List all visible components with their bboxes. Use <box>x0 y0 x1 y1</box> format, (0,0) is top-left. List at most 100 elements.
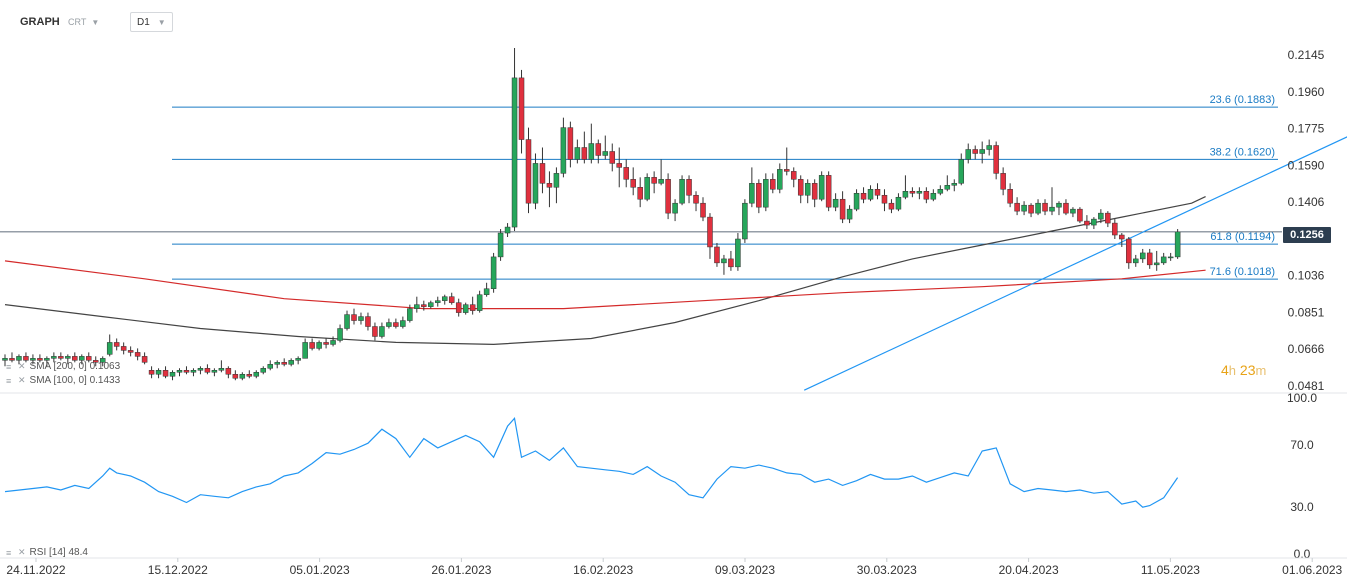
candle-down <box>1146 252 1153 266</box>
legend-sma200[interactable]: ≡ ✕ SMA [200, 0] 0.1063 <box>6 361 120 372</box>
candle-down <box>113 342 120 347</box>
legend-sma100[interactable]: ≡ ✕ SMA [100, 0] 0.1433 <box>6 375 120 386</box>
fibonacci-retracement: 23.6 (0.1883) 38.2 (0.1620) 61.8 (0.1194) 7… <box>0 94 1282 280</box>
countdown-hours: 4 <box>1221 362 1229 378</box>
candle-up <box>574 147 581 160</box>
candle-up <box>218 368 225 371</box>
countdown-minutes-unit: m <box>1255 363 1267 378</box>
date-tick-label: 15.12.2022 <box>148 563 208 577</box>
candle-down <box>637 187 643 200</box>
candle-down <box>1042 202 1048 212</box>
candle-up <box>916 191 923 194</box>
close-icon[interactable]: ✕ <box>18 375 26 385</box>
candle-down <box>365 316 371 327</box>
candle-down <box>1063 202 1069 214</box>
symbol-label[interactable]: GRAPH <box>20 16 60 28</box>
candle-down <box>651 177 657 184</box>
candle-up <box>295 358 301 361</box>
candle-down <box>825 175 832 208</box>
candle-down <box>700 202 706 218</box>
candle-down <box>23 356 29 361</box>
candle-down <box>204 368 211 373</box>
menu-icon[interactable]: ≡ <box>6 547 12 558</box>
candle-down <box>1105 212 1111 224</box>
candle-up <box>958 159 965 184</box>
candle-up <box>951 183 958 186</box>
candle-up <box>602 151 609 156</box>
candle-down <box>1028 204 1034 214</box>
trendline-layer <box>803 136 1347 391</box>
candle-down <box>92 360 99 363</box>
fib-level-label: 61.8 (0.1194) <box>1210 231 1275 243</box>
menu-icon[interactable]: ≡ <box>6 361 12 372</box>
candle-up <box>818 175 825 200</box>
candle-up <box>965 149 971 160</box>
date-tick-label: 30.03.2023 <box>857 563 917 577</box>
price-tick-label: 0.0851 <box>1288 305 1325 319</box>
countdown-hours-unit: h <box>1228 363 1237 378</box>
candle-down <box>162 370 169 377</box>
candle-down <box>183 370 190 373</box>
fib-level-label: 23.6 (0.1883) <box>1210 94 1275 106</box>
candle-down <box>888 202 895 210</box>
candle-down <box>225 368 232 375</box>
candle-down <box>784 169 790 172</box>
candle-down <box>72 356 78 361</box>
candle-down <box>623 167 629 180</box>
timeframe-selector[interactable]: D1 ▼ <box>130 12 173 32</box>
candle-up <box>853 192 860 210</box>
candle-up <box>169 372 176 377</box>
candle-down <box>1126 238 1132 264</box>
candle-down <box>546 183 553 188</box>
fib-level-label: 71.6 (0.1018) <box>1210 266 1275 278</box>
candle-down <box>811 183 818 200</box>
date-tick-label: 05.01.2023 <box>290 563 350 577</box>
candle-down <box>393 322 399 327</box>
date-tick-label: 01.06.2023 <box>1282 563 1342 577</box>
candle-up <box>16 356 22 361</box>
close-icon[interactable]: ✕ <box>18 547 26 557</box>
legend-rsi[interactable]: ≡ ✕ RSI [14] 48.4 <box>6 547 88 558</box>
rsi-panel: 100.0 70.0 30.0 0.0 <box>4 391 1317 561</box>
candle-up <box>155 370 162 375</box>
candle-up <box>944 185 951 190</box>
menu-icon[interactable]: ≡ <box>6 375 12 386</box>
candle-up <box>846 208 853 220</box>
candle-up <box>379 326 385 337</box>
candle-down <box>372 326 378 337</box>
price-tick-label: 0.1036 <box>1288 269 1325 283</box>
candle-up <box>106 342 113 355</box>
candle-up <box>2 358 8 361</box>
candle-up <box>337 328 343 341</box>
candle-down <box>9 358 15 361</box>
candle-down <box>797 179 804 196</box>
candle-down <box>972 149 978 154</box>
date-tick-label: 20.04.2023 <box>999 563 1059 577</box>
candle-up <box>211 370 218 373</box>
exchange-label: CRT <box>68 17 87 27</box>
candle-down <box>1119 234 1125 240</box>
candle-up <box>490 256 497 289</box>
candle-down <box>881 194 888 204</box>
exchange-selector[interactable]: CRT ▼ <box>68 14 99 30</box>
date-tick-label: 26.01.2023 <box>431 563 491 577</box>
candle-up <box>44 358 50 361</box>
candle-up <box>735 238 741 268</box>
candle-up <box>441 296 448 301</box>
chart-axes: 0.21450.19600.17750.15900.14060.12210.10… <box>0 48 1347 577</box>
candle-up <box>832 198 839 208</box>
candle-up <box>1049 206 1055 212</box>
candle-down <box>665 179 671 214</box>
candle-up <box>176 370 183 373</box>
date-tick-label: 24.11.2022 <box>6 563 65 577</box>
candle-up <box>79 356 85 361</box>
close-icon[interactable]: ✕ <box>18 361 26 371</box>
date-tick-label: 16.02.2023 <box>573 563 633 577</box>
candle-down <box>232 374 239 379</box>
rsi-tick-label: 100.0 <box>1287 391 1317 405</box>
candle-up <box>190 370 197 373</box>
candle-down <box>37 358 43 361</box>
price-tick-label: 0.1406 <box>1288 195 1325 209</box>
countdown-minutes: 23 <box>1239 362 1256 378</box>
